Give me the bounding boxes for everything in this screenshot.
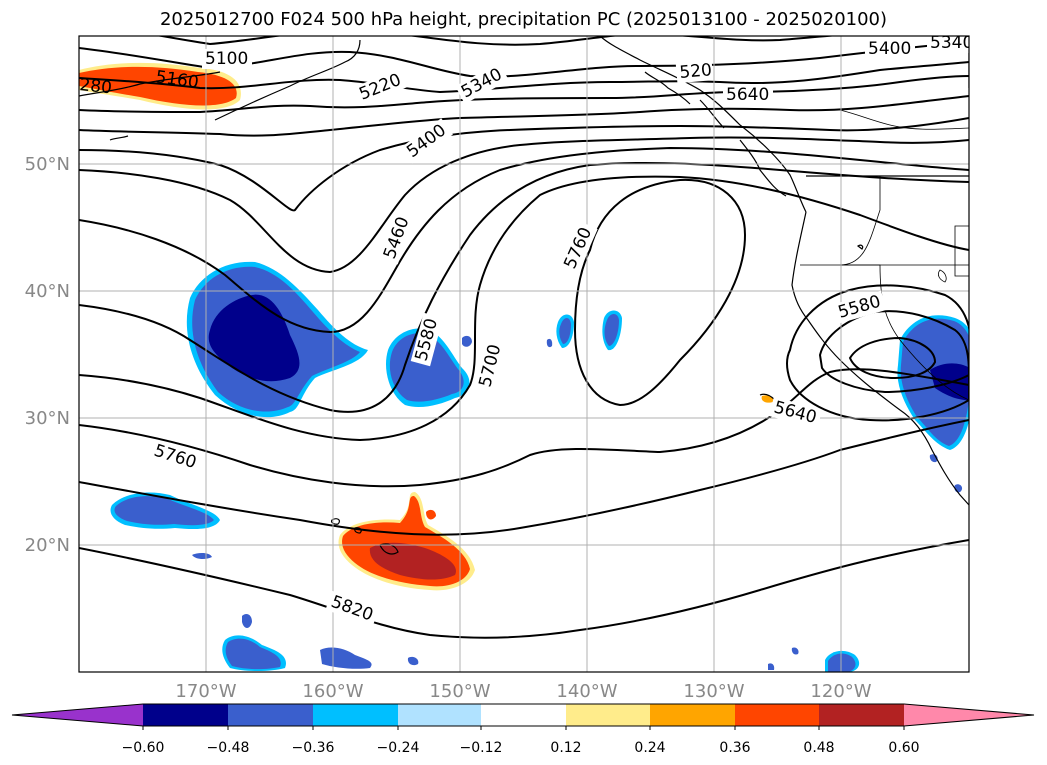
map-frame bbox=[78, 35, 970, 673]
lon-label-170w: 170°W bbox=[175, 681, 236, 702]
colorbar-tick-6: 0.12 bbox=[550, 740, 581, 756]
colorbar-swatch-9 bbox=[819, 704, 904, 726]
colorbar-swatch-10 bbox=[904, 704, 1034, 726]
contour-label-5340-right: 5340 bbox=[930, 33, 973, 53]
colorbar-swatch-1 bbox=[143, 704, 228, 726]
colorbar-tick-2: −0.48 bbox=[207, 740, 250, 756]
colorbar-swatch-5 bbox=[481, 704, 566, 726]
colorbar-tick-5: −0.12 bbox=[460, 740, 503, 756]
contour-label-5100: 5100 bbox=[205, 49, 248, 69]
colorbar-tick-4: −0.24 bbox=[377, 740, 420, 756]
colorbar-tick-1: −0.60 bbox=[122, 740, 165, 756]
colorbar-swatch-4 bbox=[398, 704, 481, 726]
contour-label-5520: 520 bbox=[679, 60, 713, 83]
colorbar-tick-3: −0.36 bbox=[292, 740, 335, 756]
colorbar-swatch-0 bbox=[12, 704, 143, 726]
colorbar-swatch-7 bbox=[650, 704, 735, 726]
colorbar-swatch-3 bbox=[313, 704, 398, 726]
lon-label-130w: 130°W bbox=[683, 681, 744, 702]
lat-label-40n: 40°N bbox=[25, 281, 70, 302]
lat-label-30n: 30°N bbox=[25, 408, 70, 429]
lon-label-150w: 150°W bbox=[429, 681, 490, 702]
contour-label-5640-top: 5640 bbox=[726, 85, 769, 105]
contour-label-5400-right: 5400 bbox=[868, 39, 911, 59]
colorbar-tick-10: 0.60 bbox=[888, 740, 919, 756]
lon-label-140w: 140°W bbox=[556, 681, 617, 702]
lon-label-120w: 120°W bbox=[810, 681, 871, 702]
colorbar-swatch-2 bbox=[228, 704, 313, 726]
graticule bbox=[79, 36, 969, 672]
colorbar-swatch-6 bbox=[566, 704, 650, 726]
colorbar: −0.60 −0.48 −0.36 −0.24 −0.12 0.12 0.24 … bbox=[11, 703, 1035, 756]
colorbar-tick-9: 0.48 bbox=[803, 740, 834, 756]
colorbar-tick-7: 0.24 bbox=[634, 740, 665, 756]
contour-label-5280: 280 bbox=[78, 75, 112, 98]
coastlines bbox=[79, 36, 969, 555]
colorbar-swatch-8 bbox=[735, 704, 819, 726]
colorbar-tick-8: 0.36 bbox=[719, 740, 750, 756]
lat-label-20n: 20°N bbox=[25, 535, 70, 556]
height-contours bbox=[79, 36, 969, 639]
lat-label-50n: 50°N bbox=[25, 154, 70, 175]
map-title: 2025012700 F024 500 hPa height, precipit… bbox=[159, 9, 888, 30]
lon-label-160w: 160°W bbox=[302, 681, 363, 702]
